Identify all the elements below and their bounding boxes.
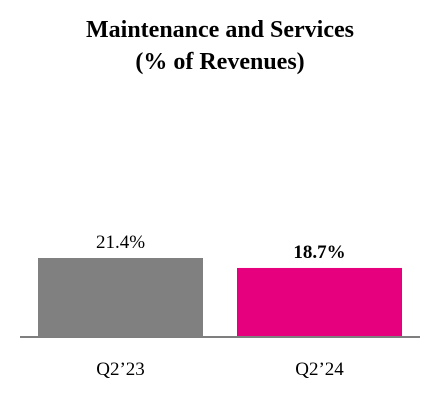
bar-1 (38, 258, 203, 337)
data-label-1: 21.4% (96, 232, 145, 253)
x-tick-label-1: Q2’23 (96, 359, 145, 380)
chart-title: Maintenance and Services (86, 17, 354, 43)
data-label-2: 18.7% (293, 242, 345, 263)
chart-subtitle: (% of Revenues) (135, 49, 305, 75)
x-tick-label-2: Q2’24 (295, 359, 344, 380)
bar-2 (237, 267, 402, 337)
